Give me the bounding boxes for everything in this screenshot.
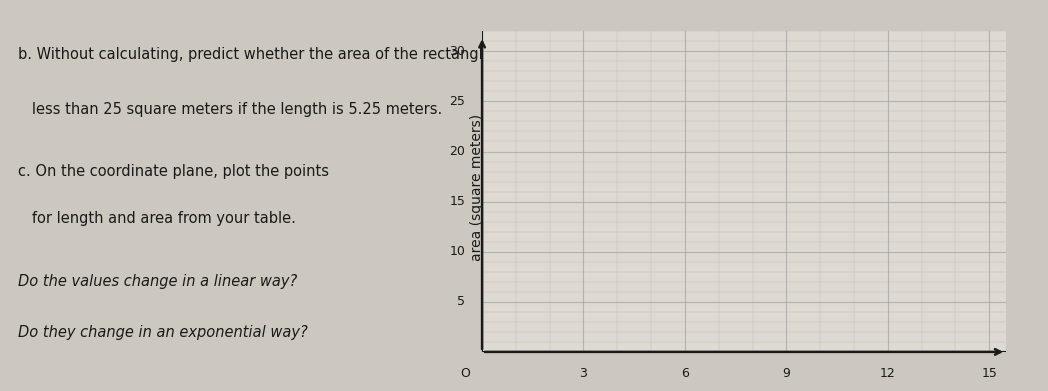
Text: 12: 12 [880, 367, 896, 380]
Text: 25: 25 [450, 95, 465, 108]
Text: b. Without calculating, predict whether the area of the rectangle will be greate: b. Without calculating, predict whether … [19, 47, 623, 62]
Text: 6: 6 [681, 367, 689, 380]
Text: 15: 15 [450, 195, 465, 208]
Text: less than 25 square meters if the length is 5.25 meters.: less than 25 square meters if the length… [19, 102, 442, 117]
Text: Do they change in an exponential way?: Do they change in an exponential way? [19, 325, 308, 339]
Text: O: O [460, 367, 471, 380]
Text: area (square meters): area (square meters) [470, 114, 484, 261]
Text: 5: 5 [457, 295, 465, 308]
Text: Do the values change in a linear way?: Do the values change in a linear way? [19, 274, 298, 289]
Text: 3: 3 [580, 367, 588, 380]
Text: 20: 20 [450, 145, 465, 158]
Text: 15: 15 [981, 367, 997, 380]
Text: 30: 30 [450, 45, 465, 58]
Text: for length and area from your table.: for length and area from your table. [19, 211, 297, 226]
Text: 10: 10 [450, 245, 465, 258]
Text: c. On the coordinate plane, plot the points: c. On the coordinate plane, plot the poi… [19, 164, 329, 179]
Text: 9: 9 [783, 367, 790, 380]
